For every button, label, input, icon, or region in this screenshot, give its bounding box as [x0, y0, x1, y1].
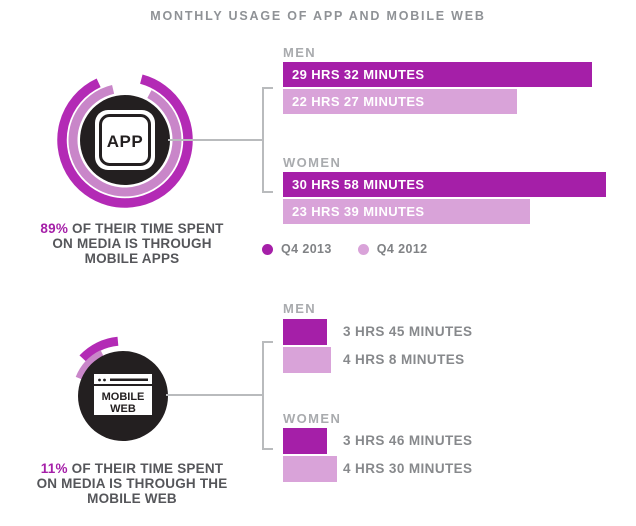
bar-web-women-q4-2012 — [283, 456, 337, 482]
web-caption: 11% OF THEIR TIME SPENT ON MEDIA IS THROU… — [8, 461, 256, 506]
web-percent: 11% — [40, 461, 68, 476]
browser-dot-1 — [98, 378, 101, 382]
bar-web-women-q4-2013 — [283, 428, 327, 454]
legend-label-q4-2012: Q4 2012 — [376, 242, 428, 256]
browser-address-bar — [110, 378, 148, 381]
mobile-web-icon: MOBILE WEB — [63, 336, 183, 456]
app-percent: 89% — [40, 221, 69, 236]
legend: Q4 2013 Q4 2012 — [262, 242, 428, 256]
bar-value-label: 30 HRS 58 MINUTES — [292, 177, 425, 192]
app-icon-label: APP — [107, 132, 143, 151]
web-caption-line1: OF THEIR TIME SPENT — [71, 461, 224, 476]
app-button-border — [99, 114, 151, 166]
legend-item-q4-2012: Q4 2012 — [357, 242, 428, 256]
bar-web-men-q4-2013 — [283, 319, 327, 345]
bar-app-women-q4-2013: 30 HRS 58 MINUTES — [283, 172, 606, 197]
app-men-label: MEN — [283, 45, 317, 60]
legend-dot-q4-2012-icon — [357, 243, 369, 255]
app-bracket-vertical — [262, 87, 264, 193]
app-women-label: WOMEN — [283, 155, 342, 170]
app-icon: APP — [57, 72, 193, 208]
bar-app-women-q4-2012: 23 HRS 39 MINUTES — [283, 199, 530, 224]
app-button-shape — [95, 110, 155, 170]
app-arc-q4-2013 — [57, 72, 193, 208]
web-caption-line3: MOBILE WEB — [87, 491, 177, 506]
page-title: MONTHLY USAGE OF APP AND MOBILE WEB — [150, 9, 486, 23]
web-arc-q4-2013 — [63, 336, 183, 456]
browser-dot-2 — [103, 378, 106, 382]
legend-dot-q4-2013-icon — [262, 243, 273, 255]
web-icon-label-line1: MOBILE — [102, 391, 145, 403]
label-web-men-q4-2013: 3 HRS 45 MINUTES — [343, 324, 473, 339]
browser-toolbar-divider — [94, 384, 152, 386]
web-women-label: WOMEN — [283, 411, 342, 426]
bar-app-men-q4-2012: 22 HRS 27 MINUTES — [283, 89, 517, 114]
app-caption-line1: OF THEIR TIME SPENT — [72, 221, 224, 236]
bar-value-label: 23 HRS 39 MINUTES — [292, 204, 425, 219]
label-web-women-q4-2012: 4 HRS 30 MINUTES — [343, 461, 473, 476]
bar-value-label: 22 HRS 27 MINUTES — [292, 94, 425, 109]
app-caption-line2: ON MEDIA IS THROUGH — [52, 236, 212, 251]
web-bracket-vertical — [262, 341, 264, 450]
web-men-label: MEN — [283, 301, 317, 316]
label-web-men-q4-2012: 4 HRS 8 MINUTES — [343, 352, 465, 367]
legend-label-q4-2013: Q4 2013 — [281, 242, 332, 256]
bar-app-men-q4-2013: 29 HRS 32 MINUTES — [283, 62, 592, 87]
bar-value-label: 29 HRS 32 MINUTES — [292, 67, 425, 82]
app-caption-line3: MOBILE APPS — [84, 251, 180, 266]
web-arc-q4-2012 — [72, 345, 174, 447]
web-caption-line2: ON MEDIA IS THROUGH THE — [36, 476, 228, 491]
bar-web-men-q4-2012 — [283, 347, 331, 373]
label-web-women-q4-2013: 3 HRS 46 MINUTES — [343, 433, 473, 448]
web-bracket-tick-top — [262, 341, 273, 343]
app-connector-line — [168, 139, 264, 141]
web-icon-label-line2: WEB — [110, 403, 136, 415]
web-connector-line — [166, 394, 264, 396]
app-bracket-tick-bottom — [262, 191, 273, 193]
web-bracket-tick-bottom — [262, 448, 273, 450]
app-bracket-tick-top — [262, 87, 273, 89]
app-caption: 89% OF THEIR TIME SPENT ON MEDIA IS THROU… — [12, 221, 252, 266]
legend-item-q4-2013: Q4 2013 — [262, 242, 332, 256]
app-arc-q4-2012 — [68, 83, 182, 197]
